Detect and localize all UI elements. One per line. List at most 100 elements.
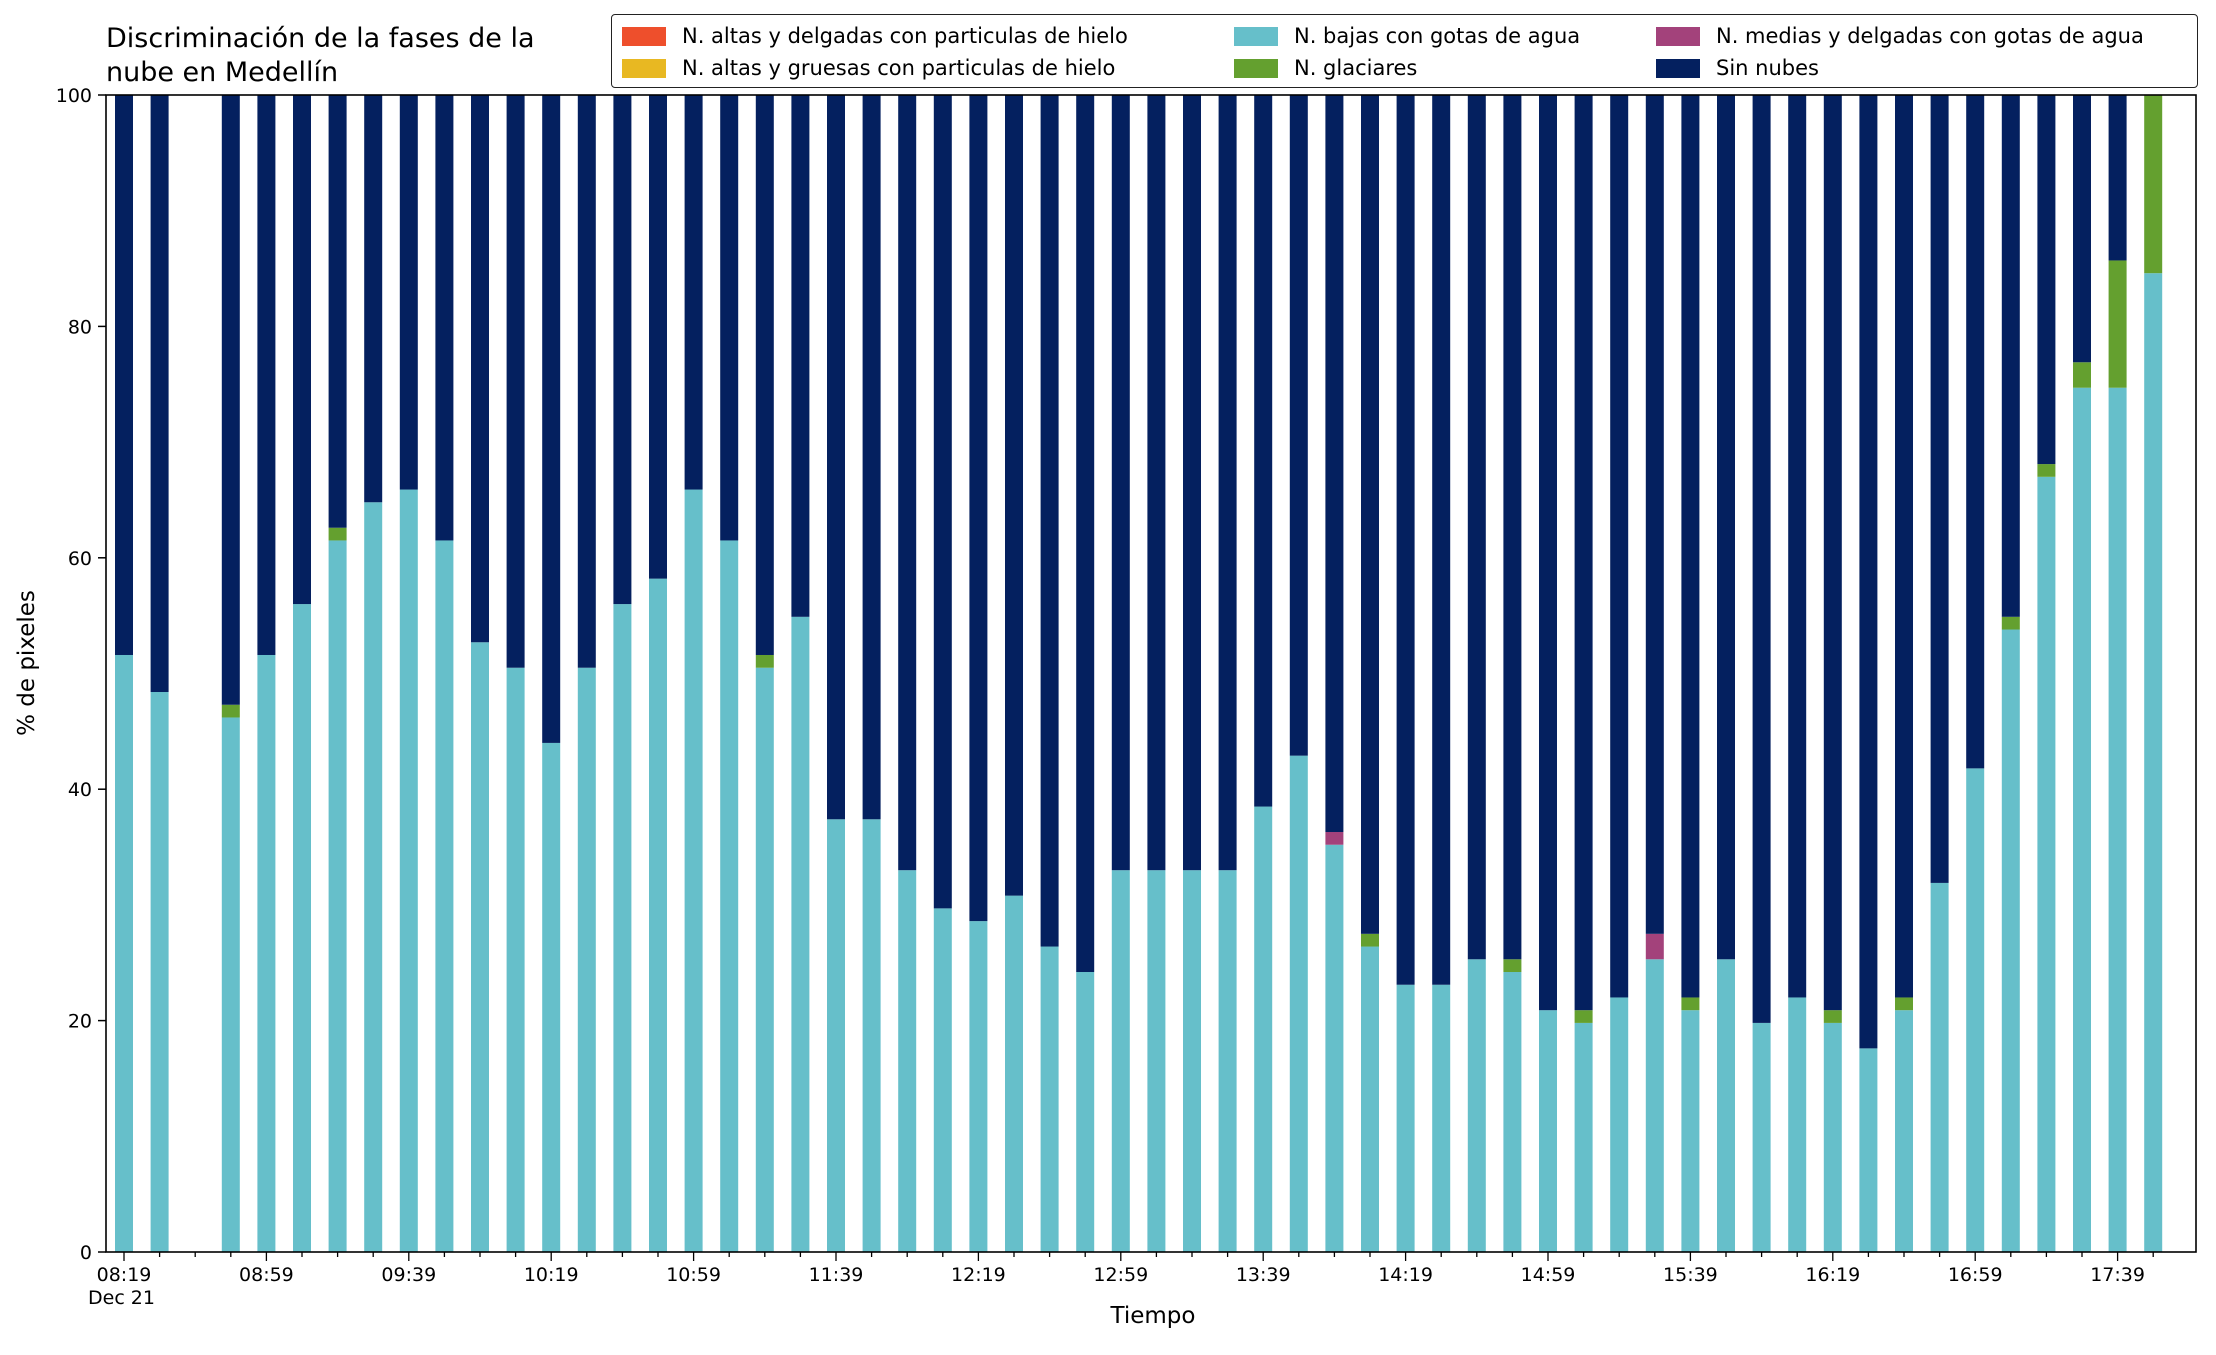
bar-segment <box>364 502 383 1252</box>
bar-segment <box>1574 1010 1593 1023</box>
bar-segment <box>221 704 240 718</box>
x-tick-label: 14:19 <box>1378 1264 1433 1286</box>
legend-label: N. altas y gruesas con particulas de hie… <box>682 56 1116 80</box>
bar-segment <box>1539 1010 1557 1252</box>
bar-segment <box>1966 95 1985 769</box>
legend-swatch <box>1656 58 1700 78</box>
bar-segment <box>328 527 347 541</box>
bar-segment <box>1218 95 1237 871</box>
bar-segment <box>2037 464 2056 477</box>
bar-segment <box>1966 768 1985 1252</box>
bar-segment <box>1111 870 1130 1252</box>
bar-segment <box>2001 616 2020 630</box>
legend-swatch <box>1656 26 1700 46</box>
x-axis-date-label: Dec 21 <box>88 1287 155 1309</box>
x-tick-label: 13:39 <box>1236 1264 1291 1286</box>
bar-segment <box>827 95 845 820</box>
bar-segment <box>1147 95 1166 871</box>
bar-segment <box>1930 95 1949 883</box>
legend-swatch <box>622 58 666 78</box>
bar-segment <box>328 95 347 528</box>
bar-segment <box>613 604 632 1252</box>
bar-segment <box>933 95 952 909</box>
bar-segment <box>1183 95 1201 871</box>
bar-segment <box>1645 933 1664 960</box>
bar-segment <box>862 95 881 820</box>
bar-segment <box>720 540 739 1252</box>
bar-segment <box>399 489 418 1252</box>
bar-segment <box>2001 629 2020 1252</box>
x-tick-label: 16:59 <box>1948 1264 2003 1286</box>
legend-swatch <box>622 26 666 46</box>
bar-segment <box>649 95 667 579</box>
bar-segment <box>791 95 810 617</box>
bar-segment <box>2037 476 2056 1252</box>
bar-segment <box>1503 972 1522 1252</box>
bar-segment <box>1040 95 1059 947</box>
bar-segment <box>2073 95 2091 363</box>
bar-segment <box>755 667 774 1252</box>
bar-segment <box>2108 95 2127 261</box>
bar-segment <box>1645 959 1664 1252</box>
bar-segment <box>1254 806 1273 1252</box>
bar-segment <box>1895 1010 1913 1252</box>
y-axis-label: % de pixeles <box>14 590 40 736</box>
bar-segment <box>969 95 988 922</box>
x-tick-label: 09:39 <box>381 1264 436 1286</box>
legend-item-altas-delgadas: N. altas y delgadas con particulas de hi… <box>622 23 1128 49</box>
bars-layer <box>115 95 2163 1253</box>
bar-segment <box>2144 95 2163 274</box>
bar-segment <box>720 95 739 541</box>
bar-segment <box>1183 870 1201 1252</box>
bar-segment <box>257 95 276 655</box>
bar-segment <box>150 95 169 693</box>
bar-segment <box>1610 95 1629 998</box>
bar-segment <box>2073 362 2091 388</box>
bar-segment <box>399 95 418 490</box>
bar-segment <box>1432 984 1451 1252</box>
bar-segment <box>1289 755 1308 1252</box>
bar-segment <box>1717 95 1735 960</box>
x-tick-label: 10:59 <box>666 1264 721 1286</box>
bar-segment <box>257 654 276 1252</box>
bar-segment <box>2144 273 2163 1252</box>
bar-segment <box>684 95 703 490</box>
legend-label: Sin nubes <box>1716 56 1819 80</box>
bar-segment <box>1681 997 1700 1011</box>
y-tick-label: 100 <box>56 85 92 107</box>
x-tick-label: 12:59 <box>1093 1264 1148 1286</box>
bar-segment <box>1076 972 1095 1252</box>
x-axis-label: Tiempo <box>1110 1303 1196 1329</box>
bar-segment <box>2073 387 2091 1253</box>
bar-segment <box>1859 1048 1878 1252</box>
bar-segment <box>1396 984 1415 1252</box>
bar-segment <box>1788 997 1807 1252</box>
bar-segment <box>1752 1022 1771 1252</box>
bar-segment <box>1681 1010 1700 1252</box>
bar-segment <box>1681 95 1700 998</box>
bar-segment <box>1788 95 1807 998</box>
x-tick-label: 08:59 <box>239 1264 294 1286</box>
bar-segment <box>791 616 810 1252</box>
bar-segment <box>1005 895 1023 1252</box>
bar-segment <box>1432 95 1451 985</box>
legend-swatch <box>1234 58 1278 78</box>
bar-segment <box>1361 946 1379 1252</box>
chart-title: Discriminación de la fases de la nube en… <box>106 23 535 88</box>
bar-segment <box>1574 1022 1593 1252</box>
bar-segment <box>1823 95 1842 1011</box>
bar-segment <box>1752 95 1771 1023</box>
bar-segment <box>649 578 667 1252</box>
bar-segment <box>1325 832 1344 845</box>
x-tick-label: 17:39 <box>2090 1264 2145 1286</box>
bar-segment <box>2108 387 2127 1253</box>
bar-segment <box>1610 997 1629 1252</box>
bar-segment <box>862 819 881 1252</box>
bar-segment <box>506 667 525 1252</box>
bar-segment <box>1361 95 1379 934</box>
bar-segment <box>115 654 133 1252</box>
bar-segment <box>506 95 525 668</box>
bar-segment <box>115 95 133 655</box>
bar-segment <box>1040 946 1059 1252</box>
bar-segment <box>2037 95 2056 465</box>
